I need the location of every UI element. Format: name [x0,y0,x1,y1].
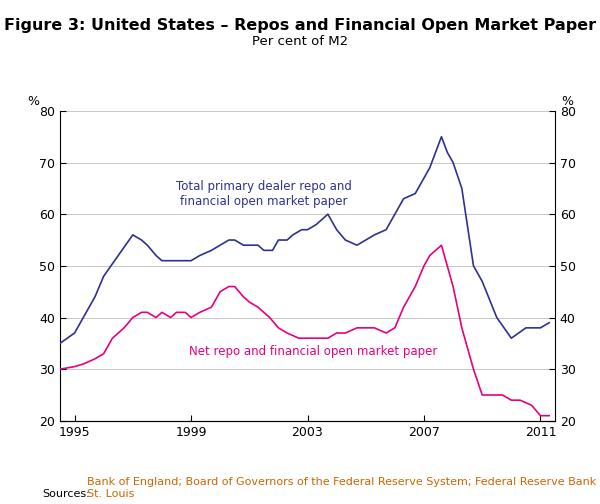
Text: Per cent of M2: Per cent of M2 [252,35,348,48]
Text: %: % [27,95,39,108]
Text: Figure 3: United States – Repos and Financial Open Market Paper: Figure 3: United States – Repos and Fina… [4,18,596,33]
Text: %: % [561,95,573,108]
Text: Net repo and financial open market paper: Net repo and financial open market paper [189,345,437,358]
Text: Sources:: Sources: [42,489,90,499]
Text: Bank of England; Board of Governors of the Federal Reserve System; Federal Reser: Bank of England; Board of Governors of t… [87,477,600,499]
Text: Total primary dealer repo and
financial open market paper: Total primary dealer repo and financial … [176,179,352,208]
